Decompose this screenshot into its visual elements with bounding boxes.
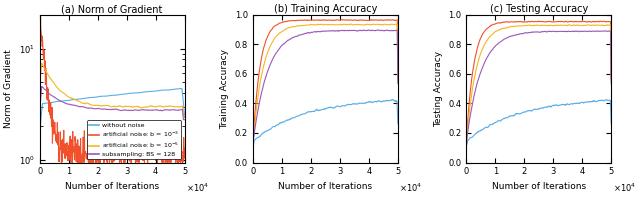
X-axis label: Number of Iterations: Number of Iterations [65,182,159,191]
Y-axis label: Training Accuracy: Training Accuracy [220,49,229,129]
Title: (b) Training Accuracy: (b) Training Accuracy [274,4,377,14]
Title: (a) Norm of Gradient: (a) Norm of Gradient [61,4,163,14]
X-axis label: Number of Iterations: Number of Iterations [492,182,586,191]
Y-axis label: Norm of Gradient: Norm of Gradient [4,49,13,128]
Text: $\times 10^4$: $\times 10^4$ [612,182,636,194]
Title: (c) Testing Accuracy: (c) Testing Accuracy [490,4,588,14]
Legend: without noise, artificial noise: b = $10^{-3}$, artificial noise: b = $10^{-5}$,: without noise, artificial noise: b = $10… [86,120,181,159]
Text: $\times 10^4$: $\times 10^4$ [186,182,209,194]
X-axis label: Number of Iterations: Number of Iterations [278,182,372,191]
Y-axis label: Testing Accuracy: Testing Accuracy [434,51,443,127]
Text: $\times 10^4$: $\times 10^4$ [399,182,422,194]
